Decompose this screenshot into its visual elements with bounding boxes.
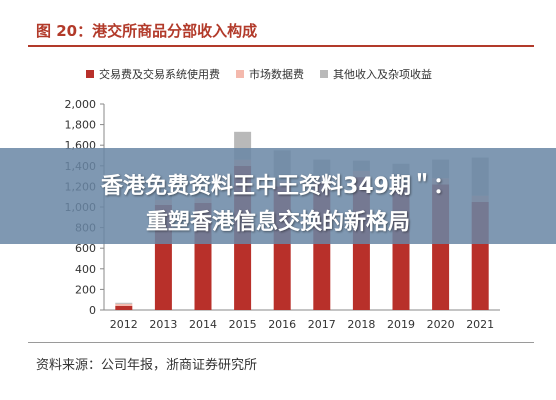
y-tick-label: 400 xyxy=(75,263,96,276)
legend-item-other: 其他收入及杂项收益 xyxy=(320,66,432,82)
x-tick-label: 2017 xyxy=(308,318,336,331)
legend-label-other: 其他收入及杂项收益 xyxy=(333,68,432,81)
source-note: 资料来源：公司年报，浙商证券研究所 xyxy=(36,358,258,373)
x-tick-label: 2013 xyxy=(149,318,177,331)
y-tick-label: 200 xyxy=(75,283,96,296)
legend-swatch-other xyxy=(320,70,328,78)
x-tick-label: 2020 xyxy=(427,318,455,331)
bar-segment xyxy=(115,303,133,306)
legend-item-trading: 交易费及交易系统使用费 xyxy=(86,66,220,82)
x-tick-label: 2015 xyxy=(229,318,257,331)
bar-segment xyxy=(115,302,133,304)
title-divider xyxy=(28,45,534,47)
legend-swatch-market-data xyxy=(236,70,244,78)
x-tick-label: 2012 xyxy=(110,318,138,331)
chart-legend: 交易费及交易系统使用费 市场数据费 其他收入及杂项收益 xyxy=(86,66,432,82)
banner-subheadline: 重塑香港信息交换的新格局 xyxy=(145,210,410,235)
x-tick-label: 2021 xyxy=(466,318,494,331)
overlay-banner: 香港免费资料王中王资料349期＂： 重塑香港信息交换的新格局 xyxy=(0,148,556,244)
legend-item-market-data: 市场数据费 xyxy=(236,66,304,82)
figure-title: 图 20：港交所商品分部收入构成 xyxy=(36,22,258,40)
x-tick-label: 2016 xyxy=(268,318,296,331)
banner-headline: 香港免费资料王中王资料349期＂： xyxy=(101,174,455,199)
x-tick-label: 2019 xyxy=(387,318,415,331)
legend-label-trading: 交易费及交易系统使用费 xyxy=(99,68,220,81)
x-tick-label: 2018 xyxy=(347,318,375,331)
y-tick-label: 2,000 xyxy=(65,98,97,111)
bar-segment xyxy=(115,305,133,310)
y-tick-label: 1,800 xyxy=(65,119,97,132)
legend-label-market-data: 市场数据费 xyxy=(249,68,304,81)
legend-swatch-trading xyxy=(86,70,94,78)
x-tick-label: 2014 xyxy=(189,318,217,331)
source-divider xyxy=(28,342,534,343)
y-tick-label: 600 xyxy=(75,242,96,255)
y-tick-label: 0 xyxy=(89,304,96,317)
